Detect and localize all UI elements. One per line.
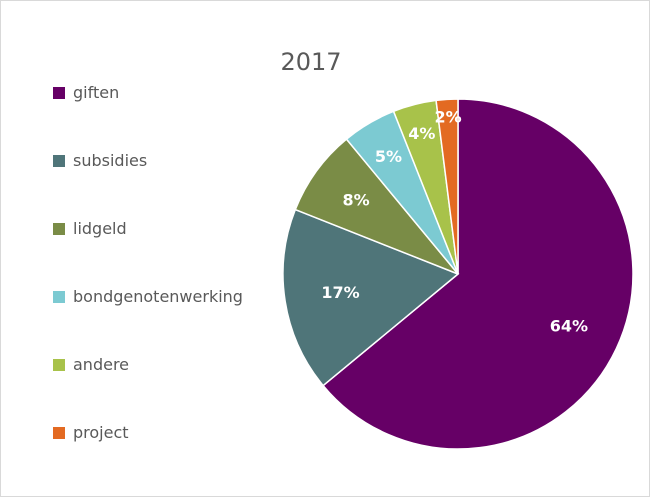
- legend-label: giften: [73, 83, 120, 102]
- legend-item-lidgeld: lidgeld: [53, 219, 127, 238]
- legend-swatch: [53, 290, 65, 303]
- data-label-subsidies: 17%: [321, 283, 359, 302]
- pie-slice-giften: [322, 98, 634, 450]
- legend-item-giften: giften: [53, 83, 119, 102]
- data-label-giften: 64%: [550, 317, 588, 336]
- legend-item-bondgenotenwerking: bondgenotenwerking: [53, 287, 243, 306]
- legend-label: bondgenotenwerking: [73, 287, 243, 306]
- data-label-bondgenotenwerking: 5%: [375, 147, 402, 166]
- chart-title: 2017: [280, 48, 342, 76]
- legend-item-andere: andere: [53, 355, 129, 374]
- legend-swatch: [53, 86, 65, 99]
- legend-label: lidgeld: [73, 219, 127, 238]
- legend-label: project: [73, 423, 129, 442]
- legend-item-project: project: [53, 423, 129, 442]
- data-label-project: 2%: [435, 107, 462, 126]
- legend-swatch: [53, 154, 65, 167]
- legend-item-subsidies: subsidies: [53, 151, 147, 170]
- legend-label: subsidies: [73, 151, 148, 170]
- legend-swatch: [53, 358, 65, 371]
- pie-slice-project: [435, 98, 459, 275]
- legend-swatch: [53, 426, 65, 439]
- data-label-andere: 4%: [408, 124, 435, 143]
- legend-label: andere: [73, 355, 130, 374]
- data-label-lidgeld: 8%: [342, 190, 369, 209]
- legend-swatch: [53, 222, 65, 235]
- pie-slice-subsidies: [282, 208, 460, 387]
